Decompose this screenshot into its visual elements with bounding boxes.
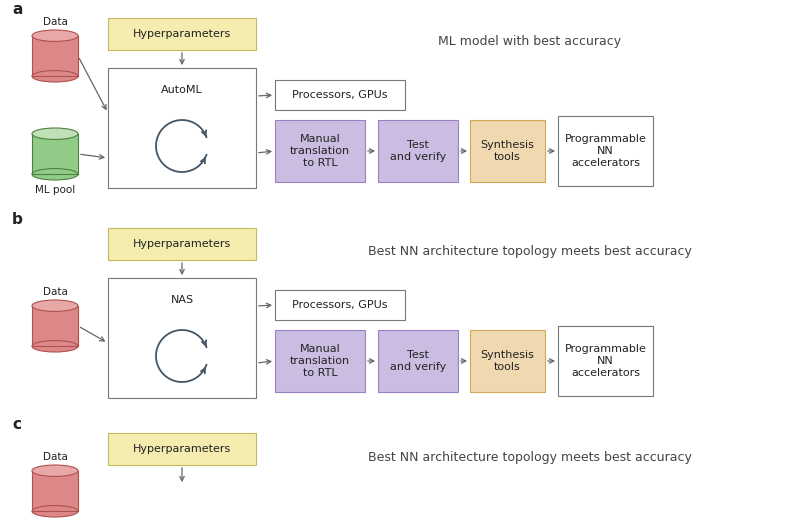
Ellipse shape [32,465,78,477]
Bar [108,68,256,188]
Bar [108,278,256,398]
Text: Data: Data [42,452,67,462]
Ellipse shape [32,169,78,180]
Bar [558,116,653,186]
Ellipse shape [32,341,78,352]
Text: b: b [12,212,23,227]
Bar [470,330,545,392]
Ellipse shape [32,506,78,517]
Text: ML model with best accuracy: ML model with best accuracy [438,35,622,49]
Bar [32,36,78,76]
Text: Programmable
NN
accelerators: Programmable NN accelerators [565,134,646,168]
Text: Synthesis
tools: Synthesis tools [481,350,534,372]
Bar [108,433,256,465]
Text: Processors, GPUs: Processors, GPUs [292,300,388,310]
Ellipse shape [32,300,78,312]
Bar [32,134,78,174]
Bar [378,120,458,182]
Bar [378,330,458,392]
Bar [108,18,256,50]
Text: Manual
translation
to RTL: Manual translation to RTL [290,344,350,378]
Bar [470,120,545,182]
Text: Synthesis
tools: Synthesis tools [481,140,534,162]
Text: Data: Data [42,287,67,297]
Ellipse shape [32,30,78,41]
Text: Manual
translation
to RTL: Manual translation to RTL [290,134,350,168]
Text: c: c [12,417,21,432]
Text: Best NN architecture topology meets best accuracy: Best NN architecture topology meets best… [368,451,692,463]
Bar [275,330,365,392]
Bar [32,471,78,512]
Ellipse shape [32,70,78,82]
Text: Hyperparameters: Hyperparameters [133,239,231,249]
Text: Best NN architecture topology meets best accuracy: Best NN architecture topology meets best… [368,245,692,259]
Bar [558,326,653,396]
Bar [275,290,405,320]
Bar [32,306,78,346]
Text: AutoML: AutoML [161,85,203,95]
Text: ML pool: ML pool [35,185,75,195]
Text: NAS: NAS [170,295,194,305]
Bar [108,228,256,260]
Text: Processors, GPUs: Processors, GPUs [292,90,388,100]
Text: Data: Data [42,17,67,27]
Text: Hyperparameters: Hyperparameters [133,444,231,454]
Text: a: a [12,2,22,17]
Ellipse shape [32,128,78,140]
Bar [275,80,405,110]
Bar [275,120,365,182]
Text: Hyperparameters: Hyperparameters [133,29,231,39]
Text: Programmable
NN
accelerators: Programmable NN accelerators [565,344,646,378]
Text: Test
and verify: Test and verify [390,140,446,162]
Text: Test
and verify: Test and verify [390,350,446,372]
